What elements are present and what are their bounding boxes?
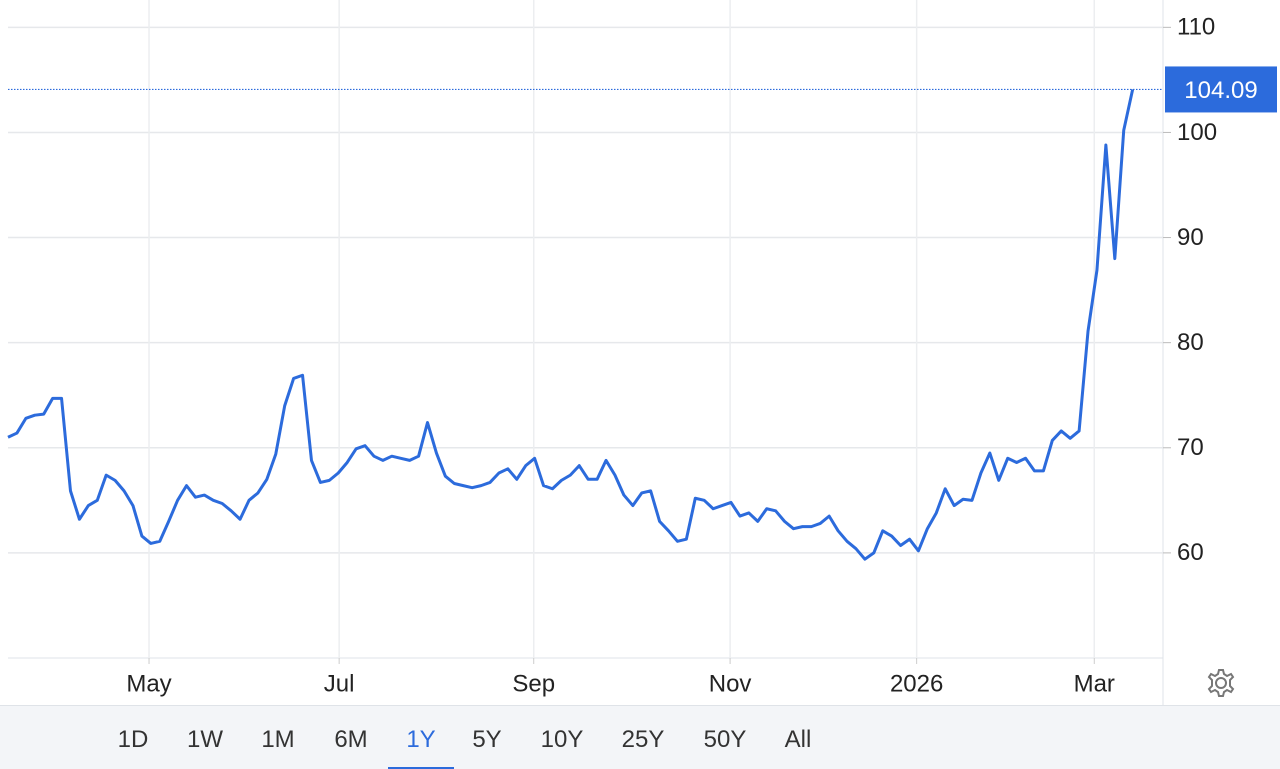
range-button[interactable]: 5Y bbox=[472, 726, 502, 753]
range-button[interactable]: 50Y bbox=[703, 726, 747, 753]
y-tick-label: 80 bbox=[1177, 329, 1204, 356]
y-tick-label: 70 bbox=[1177, 434, 1204, 461]
x-tick-label: Nov bbox=[709, 670, 752, 697]
range-button[interactable]: 1W bbox=[187, 726, 223, 753]
x-tick-label: Sep bbox=[512, 670, 555, 697]
last-price-label: 104.09 bbox=[1184, 77, 1257, 104]
range-button[interactable]: 1D bbox=[117, 726, 149, 753]
x-tick-label: Mar bbox=[1074, 670, 1115, 697]
range-button[interactable]: 25Y bbox=[621, 726, 665, 753]
y-tick-label: 100 bbox=[1177, 119, 1217, 146]
y-tick-label: 110 bbox=[1177, 14, 1215, 41]
selected-underline bbox=[388, 767, 454, 769]
y-tick-label: 90 bbox=[1177, 224, 1204, 251]
x-tick-label: 2026 bbox=[890, 670, 943, 697]
price-line bbox=[7, 89, 1135, 561]
range-button[interactable]: All bbox=[784, 726, 812, 753]
range-bar: 1D 1W 1M 6M 1Y 5Y 10Y 25Y 50Y All bbox=[0, 705, 1280, 769]
range-button[interactable]: 10Y bbox=[540, 726, 584, 753]
y-tick-label: 60 bbox=[1177, 539, 1204, 566]
last-price-box bbox=[1165, 66, 1277, 113]
chart: 60 70 80 90 100 110 May Jul Sep Nov 2026 Mar 104.09 bbox=[7, 0, 1277, 705]
range-button[interactable]: 1Y bbox=[406, 726, 436, 753]
settings-icon[interactable] bbox=[1207, 669, 1235, 697]
range-button[interactable]: 6M bbox=[334, 726, 368, 753]
x-tick-label: Jul bbox=[324, 670, 355, 697]
range-button[interactable]: 1M bbox=[261, 726, 295, 753]
x-tick-label: May bbox=[126, 670, 171, 697]
